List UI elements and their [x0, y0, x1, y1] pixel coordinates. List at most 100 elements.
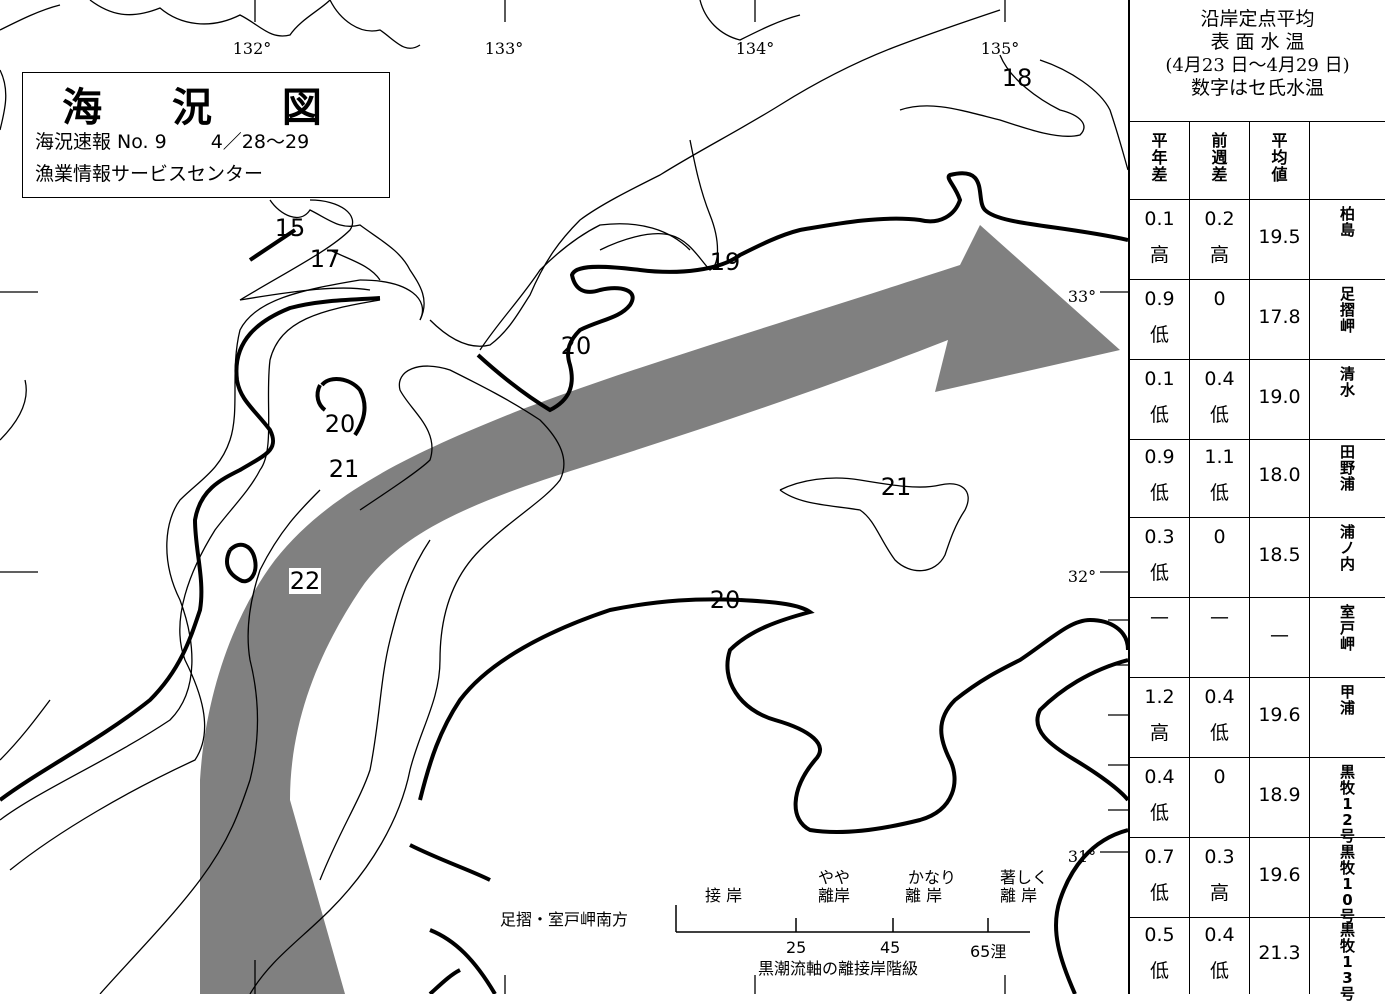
year-diff-trend: 低	[1149, 562, 1169, 584]
year-diff-trend: 低	[1149, 960, 1169, 982]
year-diff-trend: 高	[1149, 722, 1169, 744]
station-name: 足摺岬	[1339, 285, 1355, 335]
week-diff-cell: 1.1 低	[1190, 438, 1250, 517]
average-value: 18.5	[1258, 544, 1301, 566]
week-diff-value: 0.4	[1204, 686, 1235, 708]
station-name-cell: 室戸岬	[1310, 598, 1385, 677]
average-cell: 19.5	[1250, 200, 1310, 279]
year-diff-trend: 低	[1149, 324, 1169, 346]
scale-tick-25: 25	[786, 938, 807, 957]
station-name-cell: 田野浦	[1310, 438, 1385, 517]
year-diff-cell: 0.9 低	[1130, 438, 1190, 517]
organization: 漁業情報サービスセンター	[35, 163, 264, 185]
report-number: 海況速報 No. 9	[35, 131, 167, 153]
week-diff-cell: 0	[1190, 758, 1250, 837]
average-value: 19.6	[1258, 864, 1301, 886]
year-diff-value: 0.1	[1144, 368, 1175, 390]
lon-label-133: 133°	[485, 39, 524, 58]
year-diff-value: 0.9	[1144, 446, 1175, 468]
lon-label-134: 134°	[736, 39, 775, 58]
lat-label-32: 32°	[1068, 567, 1096, 586]
year-diff-trend: 低	[1149, 802, 1169, 824]
year-diff-cell: 0.1 低	[1130, 360, 1190, 439]
week-diff-value: 1.1	[1204, 446, 1235, 468]
week-diff-value: 0	[1213, 288, 1226, 310]
average-cell: 18.0	[1250, 438, 1310, 517]
scale-cat-2a: やや	[818, 868, 851, 887]
year-diff-trend: 低	[1149, 404, 1169, 426]
year-diff-value: 1.2	[1144, 686, 1175, 708]
contour-labels: 15 17 18 19 20 20 20 21 21 22	[275, 64, 1033, 614]
scale-tick-45: 45	[880, 938, 901, 957]
lon-label-135: 135°	[981, 39, 1020, 58]
year-diff-trend: 高	[1149, 244, 1169, 266]
grid-ticks	[0, 0, 1128, 994]
contour-label-20a: 20	[561, 332, 592, 360]
contour-label-15: 15	[275, 214, 306, 242]
week-diff-trend: 低	[1209, 404, 1229, 426]
average-value: —	[1270, 624, 1289, 646]
week-diff-cell: 0.3 高	[1190, 838, 1250, 917]
isotherms-thin	[0, 54, 1085, 994]
table-row: 0.9 低 0 17.8 足摺岬	[1130, 280, 1385, 360]
week-diff-cell: 0	[1190, 518, 1250, 597]
contour-label-20b: 20	[325, 410, 356, 438]
station-name: 黒牧10号	[1339, 843, 1355, 925]
average-value: 18.0	[1258, 464, 1301, 486]
average-cell: 19.6	[1250, 838, 1310, 917]
year-diff-cell: —	[1130, 598, 1190, 677]
year-diff-value: 0.3	[1144, 526, 1175, 548]
isotherms-thick	[0, 171, 1128, 994]
average-value: 19.0	[1258, 386, 1301, 408]
map-title: 海 況 図	[62, 84, 350, 131]
station-name-cell: 清水	[1310, 360, 1385, 439]
col-head-station	[1310, 122, 1385, 200]
report-dates: 4／28～29	[210, 131, 310, 153]
station-name: 浦ノ内	[1339, 523, 1355, 573]
contour-label-18: 18	[1002, 64, 1033, 92]
coastline	[0, 0, 1128, 761]
week-diff-value: —	[1210, 606, 1229, 628]
map-legend-box: 海 況 図 海況速報 No. 9 4／28～29 漁業情報サービスセンター	[22, 72, 390, 198]
average-cell: 19.6	[1250, 678, 1310, 757]
year-diff-value: 0.4	[1144, 766, 1175, 788]
contour-label-21a: 21	[329, 455, 360, 483]
week-diff-value: 0	[1213, 766, 1226, 788]
scale-cat-2b: 離岸	[818, 886, 851, 905]
contour-label-21b: 21	[881, 473, 912, 501]
week-diff-cell: 0.4 低	[1190, 678, 1250, 757]
year-diff-value: 0.9	[1144, 288, 1175, 310]
table-row: 0.7 低 0.3 高 19.6 黒牧10号	[1130, 838, 1385, 924]
week-diff-trend: 高	[1209, 244, 1229, 266]
table-row: 0.3 低 0 18.5 浦ノ内	[1130, 518, 1385, 598]
station-name-cell: 柏島	[1310, 200, 1385, 279]
year-diff-cell: 0.5 低	[1130, 916, 1190, 994]
scale-label: 足摺・室戸岬南方	[500, 910, 629, 929]
average-cell: 19.0	[1250, 360, 1310, 439]
average-cell: 21.3	[1250, 916, 1310, 994]
week-diff-trend: 低	[1209, 482, 1229, 504]
table-row: 1.2 高 0.4 低 19.6 甲浦	[1130, 678, 1385, 758]
scale-cat-4a: 著しく	[1000, 868, 1049, 887]
contour-label-20c: 20	[710, 586, 741, 614]
average-cell: —	[1250, 598, 1310, 677]
station-name-cell: 黒牧13号	[1310, 916, 1385, 1002]
average-value: 21.3	[1258, 942, 1301, 964]
station-name: 室戸岬	[1339, 603, 1355, 653]
coastal-temperature-table: 沿岸定点平均 表 面 水 温 (4月23 日～4月29 日) 数字はセ氏水温 平…	[1128, 0, 1385, 1002]
station-name: 甲浦	[1339, 683, 1355, 717]
average-value: 18.9	[1258, 784, 1301, 806]
station-name: 清水	[1339, 365, 1355, 399]
station-name-cell: 黒牧12号	[1310, 758, 1385, 844]
scale-cat-3b: 離 岸	[905, 886, 943, 905]
year-diff-trend: 低	[1149, 882, 1169, 904]
table-header-line: 数字はセ氏水温	[1190, 77, 1324, 99]
year-diff-value: 0.7	[1144, 846, 1175, 868]
table-header-line: 沿岸定点平均	[1200, 8, 1315, 30]
week-diff-value: 0.3	[1204, 846, 1235, 868]
week-diff-value: 0.4	[1204, 368, 1235, 390]
table-row: 0.4 低 0 18.9 黒牧12号	[1130, 758, 1385, 844]
week-diff-cell: —	[1190, 598, 1250, 677]
scale-caption: 黒潮流軸の離接岸階級	[758, 959, 919, 978]
week-diff-cell: 0.4 低	[1190, 360, 1250, 439]
